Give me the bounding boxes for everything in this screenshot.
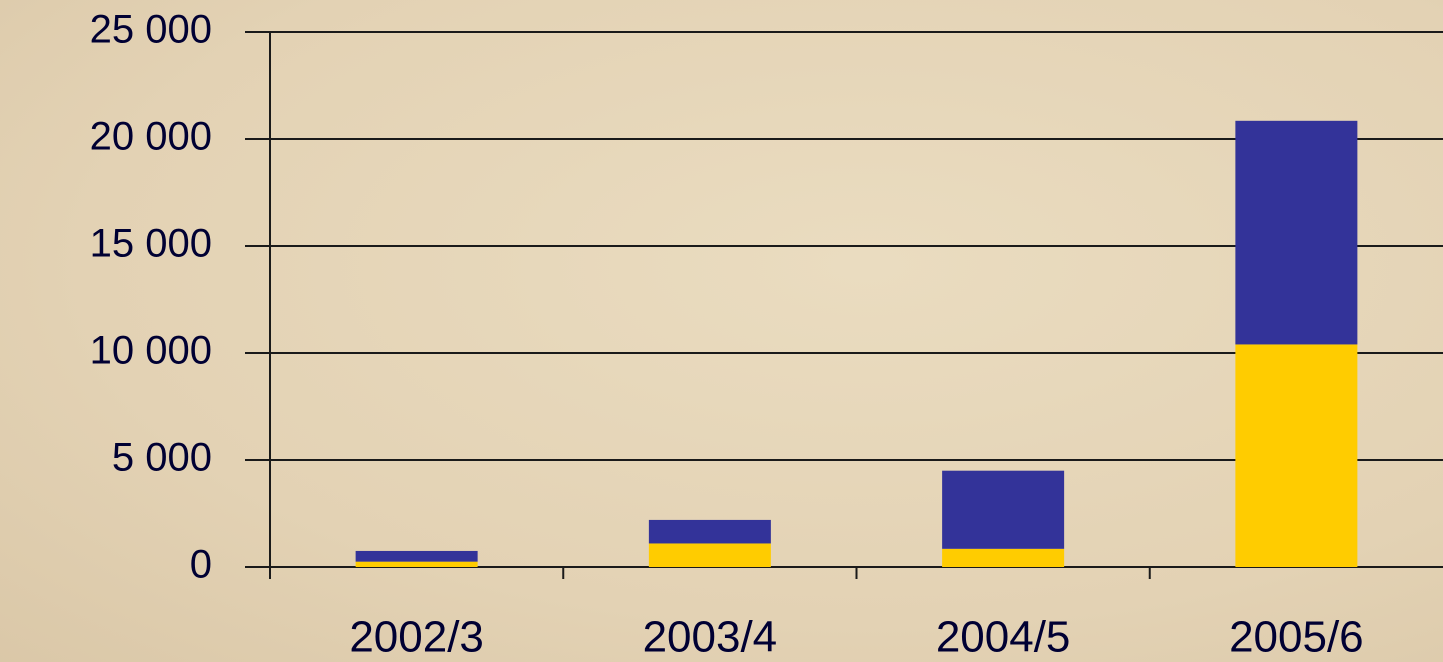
- bar-segment: [942, 470, 1065, 549]
- x-tick-label: 2002/3: [349, 613, 484, 662]
- x-tick-label: 2004/5: [936, 613, 1071, 662]
- bar-segment: [1235, 120, 1358, 345]
- bar-segment: [648, 543, 771, 567]
- bar-segment: [1235, 344, 1358, 567]
- x-tick-label: 2005/6: [1229, 613, 1364, 662]
- y-tick-label: 5 000: [112, 436, 212, 480]
- y-tick-label: 10 000: [90, 329, 212, 373]
- plot-area: 0 5 000 10 000 15 000 20 000 25 000 2002/3 2003…: [90, 8, 1443, 662]
- bar-segment: [355, 550, 478, 562]
- bar-segment: [942, 548, 1065, 567]
- y-tick-label: 0: [190, 543, 212, 587]
- y-tick-label: 25 000: [90, 8, 212, 52]
- bar-segment: [648, 519, 771, 544]
- x-tick-label: 2003/4: [643, 613, 778, 662]
- y-tick-label: 15 000: [90, 222, 212, 266]
- y-tick-label: 20 000: [90, 115, 212, 159]
- bar-segment: [355, 561, 478, 567]
